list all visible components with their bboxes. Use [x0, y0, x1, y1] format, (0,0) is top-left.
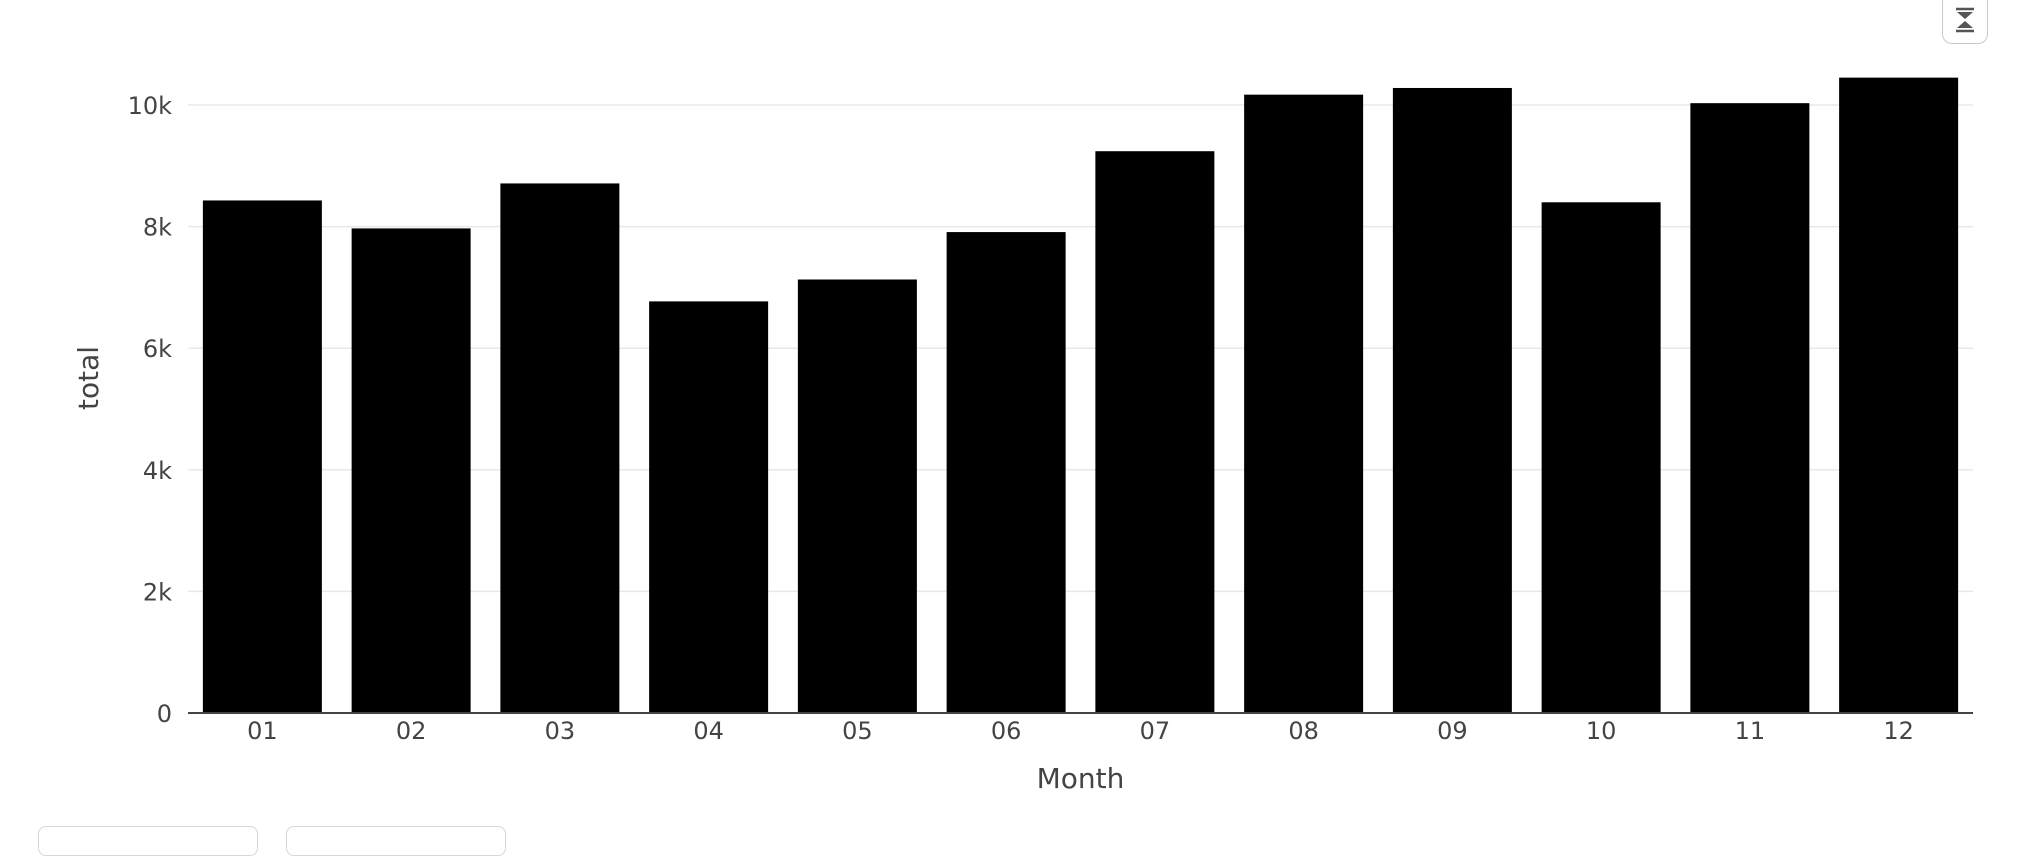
bars [202, 77, 1959, 713]
bar-chart: 0 2k 4k 6k 8k 10k 01 02 03 04 05 06 07 08 09 10 11 12 Mo… [72, 77, 1973, 795]
bar-02[interactable] [351, 228, 471, 713]
bar-01[interactable] [202, 200, 322, 713]
x-tick-label: 02 [396, 717, 427, 745]
bar-06[interactable] [946, 232, 1066, 713]
bar-04[interactable] [649, 301, 769, 713]
gridlines [188, 104, 1973, 593]
y-tick-label: 2k [143, 578, 172, 606]
x-tick-label: 03 [545, 717, 576, 745]
x-tick-label: 04 [693, 717, 724, 745]
bar-09[interactable] [1392, 87, 1512, 713]
x-tick-label: 07 [1140, 717, 1171, 745]
x-tick-label: 12 [1883, 717, 1914, 745]
x-tick-label: 08 [1288, 717, 1319, 745]
bar-03[interactable] [500, 183, 620, 713]
bar-11[interactable] [1690, 103, 1810, 713]
bar-08[interactable] [1244, 94, 1364, 713]
y-tick-label: 10k [128, 92, 173, 120]
bar-05[interactable] [797, 279, 917, 713]
collapse-toggle-button[interactable] [1942, 0, 1988, 44]
x-tick-label: 10 [1586, 717, 1617, 745]
bar-10[interactable] [1541, 202, 1661, 713]
x-tick-label: 11 [1735, 717, 1766, 745]
bar-07[interactable] [1095, 151, 1215, 713]
y-axis-title: total [72, 346, 105, 410]
y-tick-label: 4k [143, 457, 172, 485]
x-tick-label: 09 [1437, 717, 1468, 745]
y-tick-label: 0 [157, 700, 172, 728]
collapse-arrows-icon [1953, 6, 1977, 38]
y-tick-label: 8k [143, 214, 172, 242]
x-tick-label: 06 [991, 717, 1022, 745]
x-tick-label: 01 [247, 717, 278, 745]
bottom-control-2[interactable] [286, 826, 506, 856]
bottom-control-1[interactable] [38, 826, 258, 856]
y-axis-ticks: 0 2k 4k 6k 8k 10k [128, 92, 173, 728]
x-axis-ticks: 01 02 03 04 05 06 07 08 09 10 11 12 [247, 717, 1914, 745]
x-axis-title: Month [1037, 762, 1125, 795]
y-tick-label: 6k [143, 335, 172, 363]
bar-12[interactable] [1839, 77, 1959, 713]
x-tick-label: 05 [842, 717, 873, 745]
